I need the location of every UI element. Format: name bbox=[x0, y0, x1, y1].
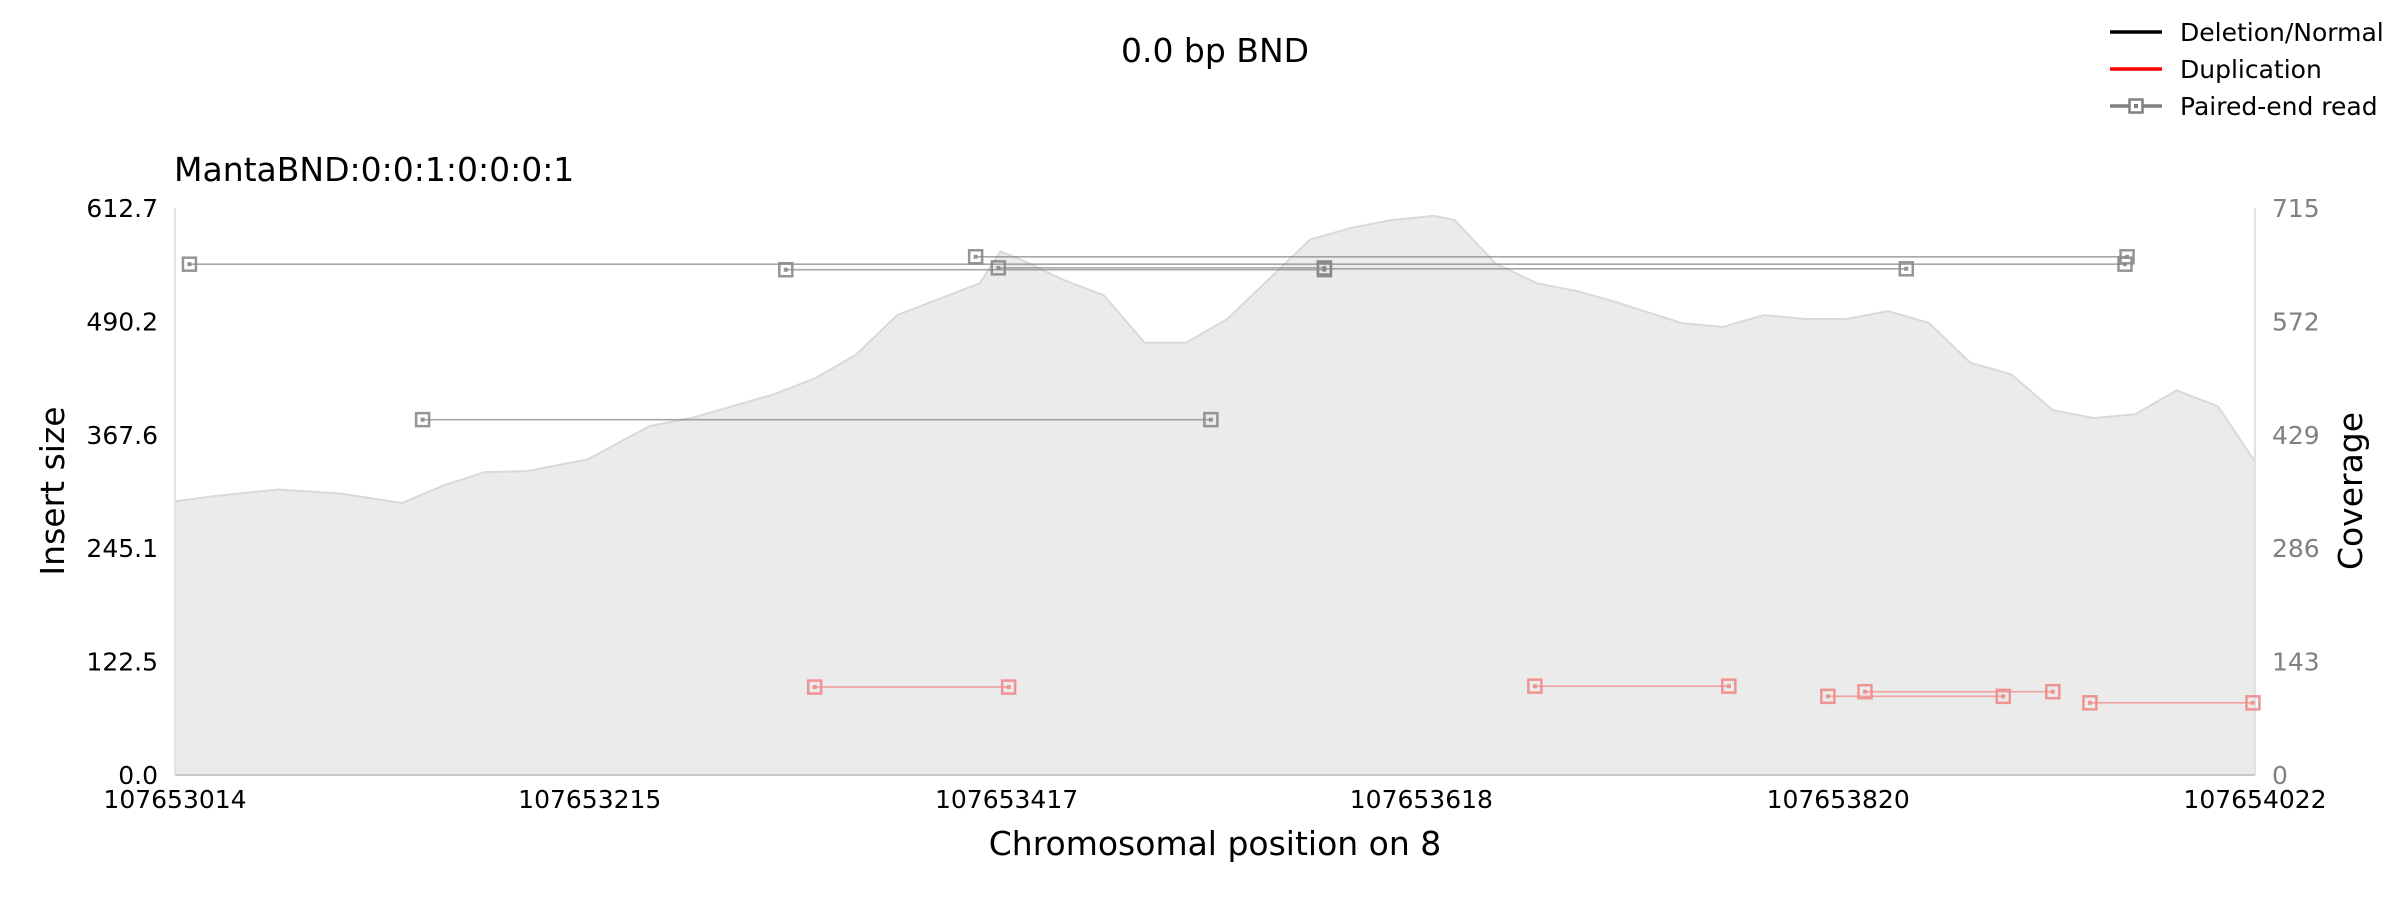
tick-labels: 107653014 107653215 107653417 107653618 1076… bbox=[86, 194, 2326, 814]
y-tick-label: 490.2 bbox=[86, 307, 158, 336]
read-marker-center bbox=[2001, 694, 2006, 699]
x-tick-label: 107653014 bbox=[103, 785, 246, 814]
read-normal-3 bbox=[967, 249, 2135, 265]
read-marker-center bbox=[420, 417, 425, 422]
read-start-marker bbox=[806, 679, 823, 695]
read-marker-center bbox=[2250, 700, 2255, 705]
read-normal-6 bbox=[414, 411, 1219, 428]
legend-item-1: Deletion/Normal bbox=[2110, 18, 2384, 47]
x-tick-label: 107654022 bbox=[2183, 785, 2326, 814]
read-start-marker bbox=[414, 411, 431, 428]
read-start-marker bbox=[1857, 683, 1873, 700]
chart-title: 0.0 bp BND bbox=[1121, 31, 1309, 70]
coverage-line bbox=[174, 214, 2256, 505]
read-marker-center bbox=[2050, 689, 2055, 694]
read-end-marker bbox=[1721, 678, 1737, 694]
axes bbox=[174, 208, 2256, 776]
y-tick-label: 612.7 bbox=[86, 194, 158, 223]
read-marker-center bbox=[2087, 700, 2092, 705]
read-marker-center bbox=[1322, 266, 1327, 271]
read-end-marker bbox=[2245, 695, 2261, 711]
legend-marker-center bbox=[2134, 104, 2138, 108]
read-marker-center bbox=[1863, 689, 1867, 694]
read-marker-center bbox=[973, 254, 978, 259]
legend-label: Paired-end read bbox=[2180, 92, 2378, 121]
read-start-marker bbox=[1820, 688, 1836, 705]
read-marker-center bbox=[1208, 417, 1213, 422]
y-tick-label: 122.5 bbox=[86, 648, 158, 677]
legend-item-2: Duplication bbox=[2110, 55, 2322, 84]
y-right-tick-label: 572 bbox=[2272, 307, 2320, 336]
read-start-marker bbox=[990, 260, 1007, 276]
read-normal-2 bbox=[778, 261, 1333, 278]
read-end-marker bbox=[2045, 683, 2061, 700]
x-tick-label: 107653417 bbox=[935, 785, 1078, 814]
y-right-tick-label: 143 bbox=[2272, 648, 2320, 677]
read-marker-center bbox=[1532, 684, 1537, 689]
read-marker-center bbox=[996, 265, 1001, 270]
y-right-tick-label: 286 bbox=[2272, 534, 2320, 563]
y-tick-label: 0.0 bbox=[118, 761, 158, 790]
x-axis-label: Chromosomal position on 8 bbox=[989, 824, 1442, 863]
read-marker-center bbox=[1006, 685, 1011, 690]
y-right-tick-label: 715 bbox=[2272, 194, 2320, 223]
read-duplication-7 bbox=[806, 679, 1017, 695]
paired-end-reads bbox=[181, 249, 2261, 711]
read-start-marker bbox=[181, 256, 198, 272]
read-marker-center bbox=[812, 685, 817, 690]
read-end-marker bbox=[1995, 688, 2012, 705]
read-end-marker bbox=[1898, 261, 1915, 277]
read-marker-center bbox=[783, 267, 788, 272]
x-tick-label: 107653820 bbox=[1767, 785, 1910, 814]
read-normal-5 bbox=[1316, 261, 1915, 277]
read-start-marker bbox=[778, 261, 794, 278]
chart-subtitle: MantaBND:0:0:1:0:0:0:1 bbox=[174, 150, 574, 189]
coverage-fill bbox=[175, 215, 2255, 775]
read-duplication-8 bbox=[1527, 678, 1737, 694]
read-marker-center bbox=[1825, 694, 1830, 699]
read-marker-center bbox=[1904, 266, 1909, 271]
read-duplication-11 bbox=[2082, 695, 2261, 711]
y-tick-label: 367.6 bbox=[86, 421, 158, 450]
x-tick-label: 107653215 bbox=[518, 785, 661, 814]
legend-label: Deletion/Normal bbox=[2180, 18, 2384, 47]
read-duplication-10 bbox=[1857, 683, 2061, 700]
read-end-marker bbox=[1203, 411, 1219, 428]
legend-item-3: Paired-end read bbox=[2110, 92, 2378, 121]
coverage-area bbox=[174, 214, 2256, 775]
read-end-marker bbox=[1000, 679, 1017, 695]
x-tick-label: 107653618 bbox=[1350, 785, 1493, 814]
read-marker-center bbox=[2125, 254, 2130, 259]
legend: Deletion/Normal Duplication Paired-end rea… bbox=[2110, 18, 2384, 121]
y-right-tick-label: 0 bbox=[2272, 761, 2288, 790]
read-marker-center bbox=[187, 262, 192, 267]
read-marker-center bbox=[1726, 684, 1731, 689]
read-duplication-9 bbox=[1820, 688, 2012, 705]
legend-label: Duplication bbox=[2180, 55, 2322, 84]
read-start-marker bbox=[1316, 261, 1333, 277]
read-start-marker bbox=[2082, 695, 2098, 711]
y-tick-label: 245.1 bbox=[86, 534, 158, 563]
read-end-marker bbox=[2119, 249, 2135, 265]
read-start-marker bbox=[1527, 678, 1543, 694]
y-right-tick-label: 429 bbox=[2272, 421, 2320, 450]
y-axis-label: Insert size bbox=[33, 406, 72, 575]
y-right-axis-label: Coverage bbox=[2331, 412, 2370, 570]
read-start-marker bbox=[967, 249, 984, 265]
